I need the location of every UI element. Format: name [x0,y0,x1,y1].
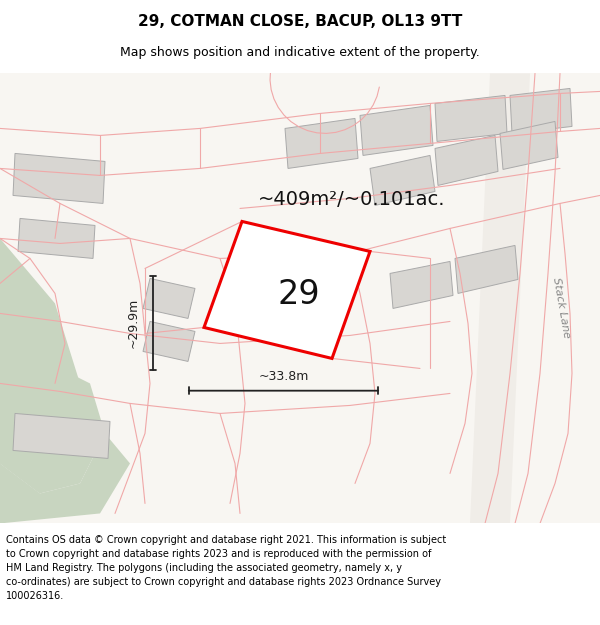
Polygon shape [143,321,195,361]
Text: ~409m²/~0.101ac.: ~409m²/~0.101ac. [258,190,445,209]
Text: ~33.8m: ~33.8m [259,371,308,383]
Text: 29: 29 [278,278,320,311]
Polygon shape [143,279,195,318]
Polygon shape [435,136,498,186]
Text: ~29.9m: ~29.9m [127,298,140,348]
Text: 29, COTMAN CLOSE, BACUP, OL13 9TT: 29, COTMAN CLOSE, BACUP, OL13 9TT [138,14,462,29]
Polygon shape [0,363,105,494]
Polygon shape [0,238,80,494]
Polygon shape [285,119,358,168]
Text: Stack Lane: Stack Lane [551,276,571,339]
Text: Contains OS data © Crown copyright and database right 2021. This information is : Contains OS data © Crown copyright and d… [6,535,446,601]
Polygon shape [455,246,518,294]
Polygon shape [13,414,110,459]
Polygon shape [470,73,530,524]
Polygon shape [0,434,130,524]
Polygon shape [0,73,600,524]
Polygon shape [390,261,453,308]
Polygon shape [500,121,558,169]
Polygon shape [18,218,95,259]
Polygon shape [204,221,370,358]
Polygon shape [370,156,435,206]
Text: Map shows position and indicative extent of the property.: Map shows position and indicative extent… [120,46,480,59]
Polygon shape [435,96,507,141]
Polygon shape [13,153,105,204]
Polygon shape [360,106,433,156]
Polygon shape [510,88,572,133]
